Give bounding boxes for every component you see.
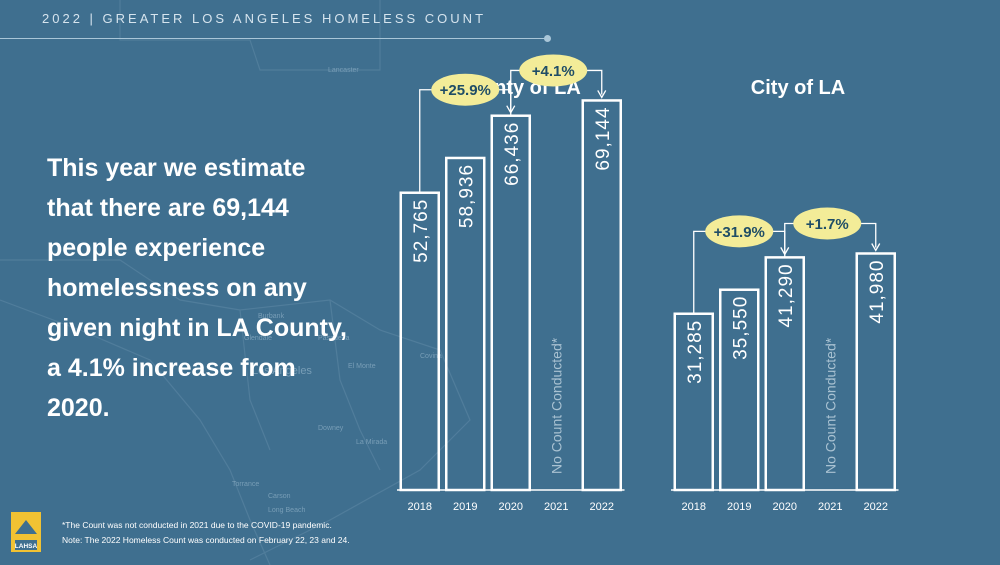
map-label: Los Angeles xyxy=(252,365,312,377)
x-tick-label: 2018 xyxy=(682,501,706,513)
bar-value-label: 41,290 xyxy=(776,263,797,327)
x-tick-label: 2020 xyxy=(499,501,523,513)
lahsa-logo: LAHSA xyxy=(11,512,41,552)
change-badge xyxy=(793,207,862,240)
no-count-label: No Count Conducted* xyxy=(548,337,564,474)
map-label: Glendale xyxy=(244,335,272,342)
bar-value-label: 41,980 xyxy=(867,259,888,323)
map-label: Downey xyxy=(318,425,344,432)
map-label: Pasadena xyxy=(318,335,350,342)
bar xyxy=(581,99,622,492)
arrow-head-icon xyxy=(597,90,607,99)
map-label: Long Beach xyxy=(268,507,305,514)
x-tick-label: 2022 xyxy=(864,501,888,513)
change-badge xyxy=(705,215,774,248)
bar xyxy=(719,288,760,492)
bar-value-label: 69,144 xyxy=(593,106,614,170)
bar-value-label: 35,550 xyxy=(730,296,751,360)
bar-value-label: 31,285 xyxy=(685,320,706,384)
no-count-label: No Count Conducted* xyxy=(822,337,838,474)
map-label: Lancaster xyxy=(328,67,359,74)
change-badge xyxy=(519,54,588,87)
arrow-head-icon xyxy=(871,243,881,252)
map-label: El Monte xyxy=(348,363,376,370)
header-divider-dot xyxy=(544,35,551,42)
x-tick-label: 2020 xyxy=(773,501,797,513)
map-label: La Mirada xyxy=(356,439,387,446)
map-label: Covina xyxy=(420,353,442,360)
change-badge-label: +4.1% xyxy=(532,63,575,80)
chart-title: City of LA xyxy=(751,77,845,99)
bar-value-label: 66,436 xyxy=(502,122,523,186)
logo-text: LAHSA xyxy=(15,543,38,550)
footnote-covid: *The Count was not conducted in 2021 due… xyxy=(62,520,332,530)
summary-text: This year we estimate that there are 69,… xyxy=(47,154,347,422)
map-label: Torrance xyxy=(232,481,259,488)
bar-value-label: 52,765 xyxy=(411,199,432,263)
header-divider xyxy=(0,38,548,39)
bar xyxy=(855,252,896,492)
x-tick-label: 2021 xyxy=(818,501,842,513)
page-title: 2022 | GREATER LOS ANGELES HOMELESS COUN… xyxy=(42,11,487,26)
map-label: Burbank xyxy=(258,313,285,320)
x-tick-label: 2018 xyxy=(408,501,432,513)
change-badge-label: +25.9% xyxy=(440,82,491,99)
x-tick-label: 2021 xyxy=(544,501,568,513)
map-label: Carson xyxy=(268,493,291,500)
change-badge-label: +31.9% xyxy=(714,224,765,241)
house-icon xyxy=(15,520,37,534)
change-badge-label: +1.7% xyxy=(806,216,849,233)
change-badge xyxy=(431,73,500,106)
bar xyxy=(445,156,486,492)
footnote-dates: Note: The 2022 Homeless Count was conduc… xyxy=(62,535,350,545)
footnotes: *The Count was not conducted in 2021 due… xyxy=(62,518,350,548)
x-tick-label: 2019 xyxy=(453,501,477,513)
x-tick-label: 2022 xyxy=(590,501,614,513)
bar-value-label: 58,936 xyxy=(456,164,477,228)
x-tick-label: 2019 xyxy=(727,501,751,513)
